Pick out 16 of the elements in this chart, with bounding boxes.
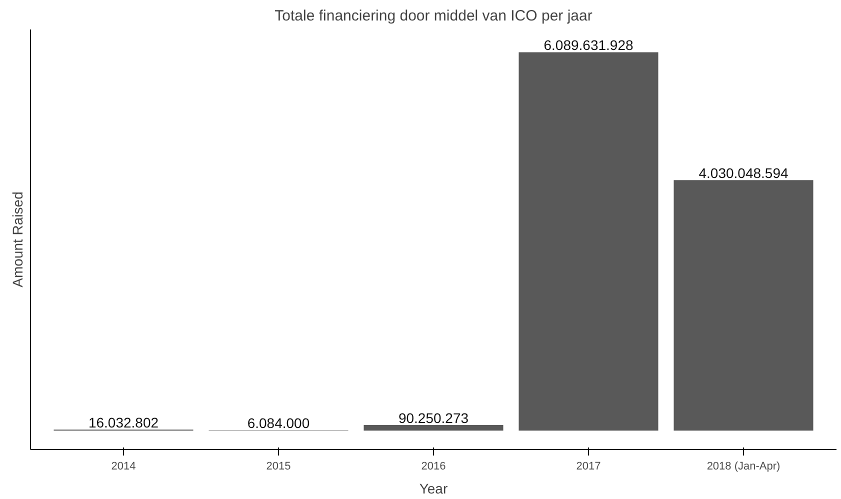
x-tick-label: 2016 xyxy=(421,460,446,472)
x-tick-label: 2015 xyxy=(266,460,291,472)
x-tick-label: 2014 xyxy=(111,460,136,472)
x-axis-title: Year xyxy=(419,480,448,496)
y-axis-title: Amount Raised xyxy=(10,192,26,288)
data-label: 90.250.273 xyxy=(398,410,469,426)
data-label: 6.089.631.928 xyxy=(544,37,634,54)
chart-title: Totale financiering door middel van ICO per jaar xyxy=(274,8,592,24)
bar xyxy=(518,52,658,431)
bar xyxy=(364,424,504,431)
data-label: 6.084.000 xyxy=(247,415,310,432)
bar xyxy=(674,180,814,431)
x-tick-label: 2018 (Jan-Apr) xyxy=(706,460,780,472)
x-tick-label: 2017 xyxy=(576,460,601,472)
data-label: 4.030.048.594 xyxy=(698,165,788,182)
data-label: 16.032.802 xyxy=(88,414,159,431)
